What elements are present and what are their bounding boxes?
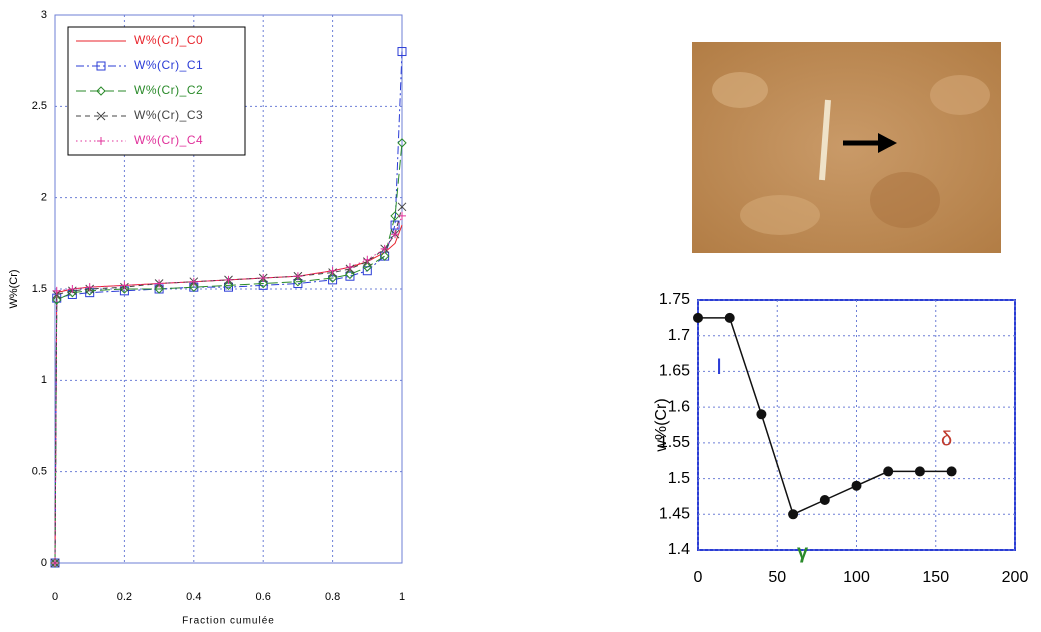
- y-axis-title: w%(Cr): [653, 398, 670, 452]
- y-tick-label: 3: [41, 9, 47, 21]
- y-tick-label: 1.75: [659, 291, 690, 308]
- marker: [85, 283, 94, 292]
- marker: [397, 202, 407, 212]
- y-tick-label: 1.5: [32, 283, 47, 295]
- x-tick-label: 0.8: [325, 591, 340, 603]
- y-tick-label: 0: [41, 557, 47, 569]
- marker: [390, 211, 400, 221]
- marker: [97, 137, 105, 145]
- y-tick-label: 1.5: [668, 470, 690, 487]
- marker: [51, 559, 59, 567]
- legend-label: W%(Cr)_C1: [134, 58, 203, 72]
- marker: [327, 273, 338, 283]
- marker: [259, 274, 268, 283]
- legend-label: W%(Cr)_C3: [134, 108, 203, 122]
- y-tick-label: 1.4: [668, 541, 690, 558]
- marker: [345, 269, 355, 280]
- series-line: [54, 142, 403, 564]
- micrograph: [692, 42, 1001, 253]
- y-tick-label: 0.5: [32, 466, 47, 478]
- marker: [328, 275, 338, 285]
- marker: [224, 275, 233, 284]
- marker: [96, 111, 106, 121]
- marker: [397, 138, 407, 148]
- y-tick-label: 1.7: [668, 327, 690, 344]
- marker: [398, 211, 406, 220]
- legend-label: W%(Cr)_C2: [134, 83, 203, 97]
- marker: [223, 280, 234, 291]
- marker: [120, 281, 129, 290]
- y-tick-label: 1.65: [659, 363, 690, 380]
- y-tick-label: 1.55: [659, 434, 690, 451]
- marker: [345, 271, 355, 281]
- marker: [946, 466, 957, 477]
- x-tick-label: 0.4: [186, 591, 201, 603]
- marker: [362, 262, 373, 272]
- annotation: I: [716, 354, 722, 379]
- marker: [52, 295, 62, 305]
- marker: [293, 276, 303, 287]
- x-tick-label: 50: [768, 569, 786, 586]
- marker: [379, 251, 390, 261]
- grain: [712, 72, 768, 108]
- grain: [870, 172, 940, 228]
- x-tick-label: 0.6: [256, 591, 271, 603]
- marker: [391, 230, 400, 239]
- marker: [883, 466, 894, 477]
- y-tick-label: 1.6: [668, 398, 690, 415]
- marker: [96, 61, 106, 71]
- inclusion: [819, 99, 831, 181]
- x-tick-label: 100: [843, 569, 870, 586]
- marker: [724, 312, 735, 323]
- y-tick-label: 1.45: [659, 506, 690, 523]
- x-tick-label: 0: [694, 569, 703, 586]
- x-axis-title: Fraction cumulée: [182, 616, 275, 627]
- marker: [155, 279, 164, 288]
- x-tick-label: 0: [52, 591, 58, 603]
- grain: [740, 195, 820, 235]
- marker: [693, 312, 703, 323]
- marker: [258, 278, 268, 289]
- series-line: [54, 51, 403, 564]
- y-tick-label: 2: [41, 192, 47, 204]
- marker: [154, 284, 164, 294]
- marker: [380, 244, 389, 253]
- x-tick-label: 200: [1002, 569, 1029, 586]
- marker: [345, 263, 354, 272]
- annotation: γ: [797, 541, 809, 563]
- x-tick-label: 0.2: [117, 591, 132, 603]
- marker: [851, 480, 862, 491]
- marker: [363, 255, 372, 264]
- x-tick-label: 1: [399, 591, 405, 603]
- y-axis-title: W%(Cr): [8, 269, 20, 308]
- marker: [96, 86, 106, 96]
- x-tick-label: 150: [922, 569, 949, 586]
- marker: [189, 277, 198, 286]
- marker: [390, 220, 400, 230]
- legend-label: W%(Cr)_C0: [134, 33, 203, 47]
- series-line: [54, 224, 403, 564]
- marker: [68, 285, 77, 293]
- marker: [293, 272, 302, 281]
- marker: [397, 47, 407, 57]
- y-tick-label: 2.5: [32, 100, 47, 112]
- marker: [328, 266, 337, 275]
- marker: [914, 466, 925, 477]
- marker: [756, 409, 767, 420]
- marker: [189, 282, 199, 292]
- y-tick-label: 1: [41, 374, 47, 386]
- marker: [819, 495, 830, 505]
- annotation: δ: [941, 428, 952, 450]
- marker: [52, 286, 61, 295]
- grain: [930, 75, 990, 115]
- marker: [788, 509, 799, 520]
- arrow-head: [878, 133, 897, 153]
- legend-label: W%(Cr)_C4: [134, 133, 203, 147]
